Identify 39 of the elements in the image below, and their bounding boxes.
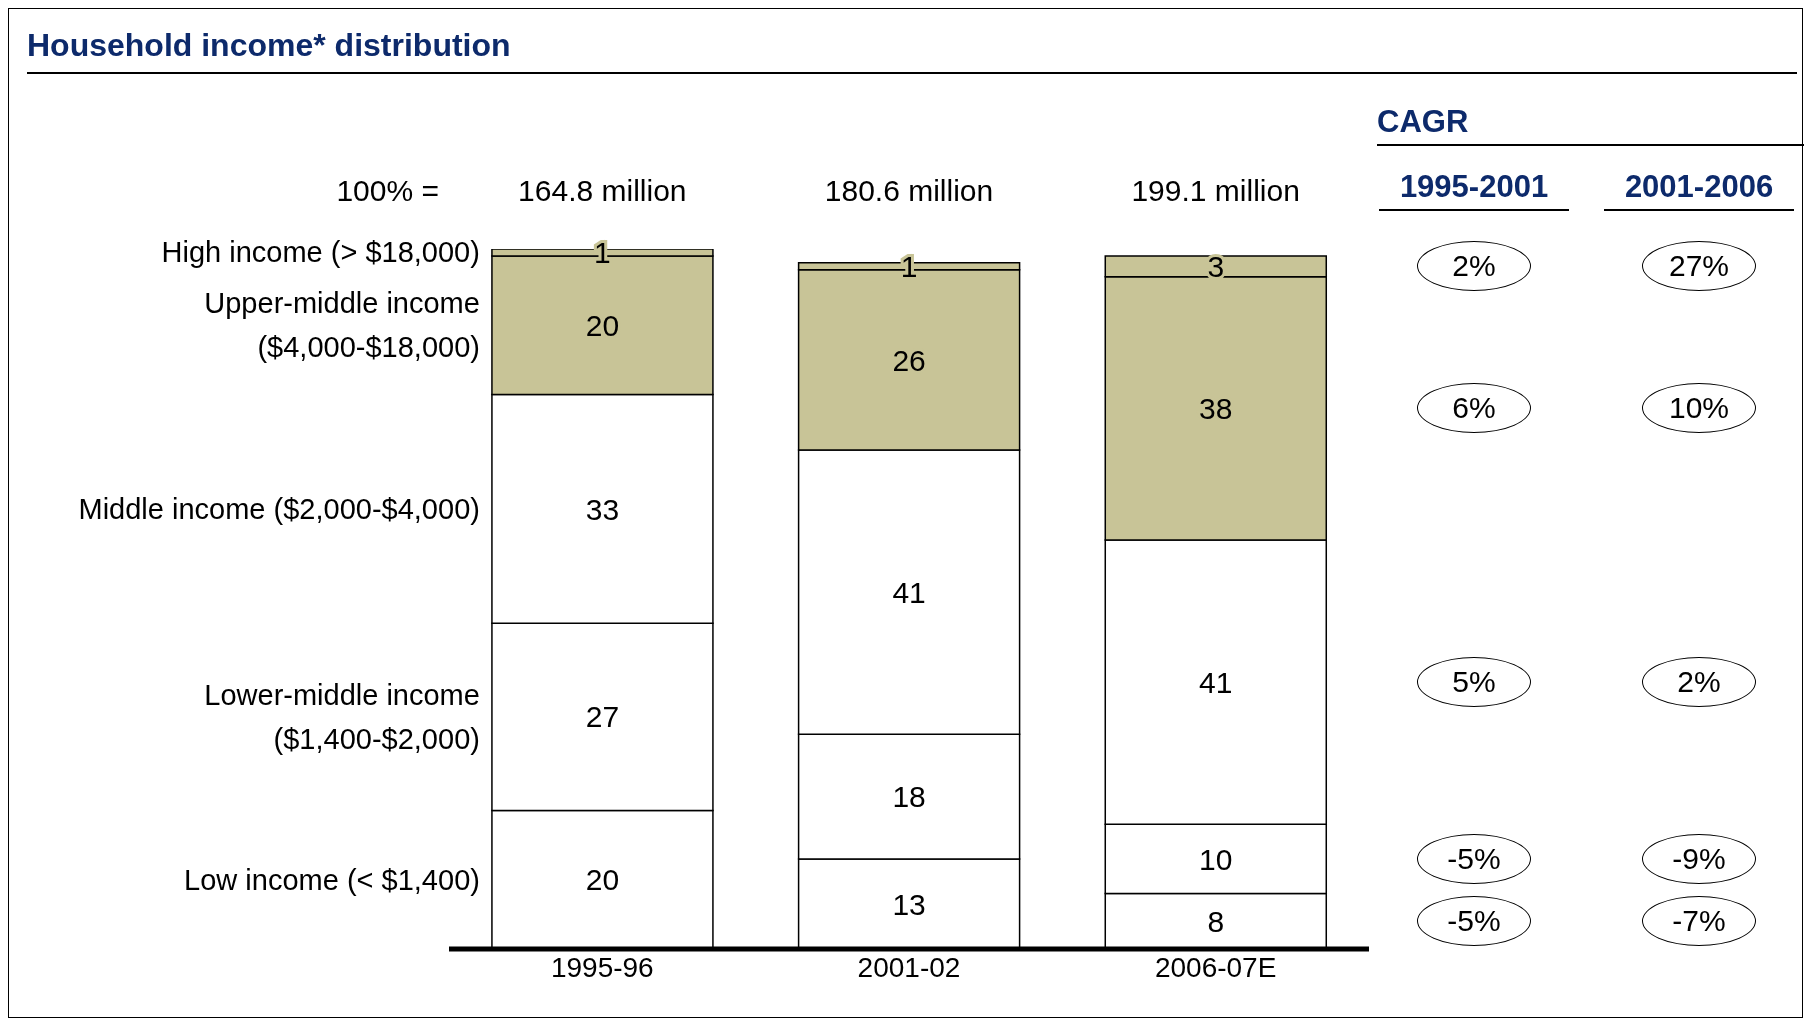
data-label: 27 (585, 700, 620, 734)
text: 6% (1417, 383, 1531, 434)
x-tick-label: 2001-02 (857, 951, 961, 983)
chart-title: Household income* distribution (27, 27, 1797, 74)
text: CAGR (1377, 104, 1804, 146)
text: 2% (1417, 241, 1531, 292)
data-label: 13 (892, 887, 926, 921)
series-label: High income (> $18,000) (160, 235, 480, 271)
data-label: 26 (892, 343, 926, 377)
data-label: 33 (585, 492, 620, 526)
text: -9% (1642, 833, 1756, 884)
data-label: 41 (1199, 665, 1233, 699)
text: 27% (1642, 241, 1756, 292)
text: -5% (1417, 833, 1531, 884)
text: 164.8 million (517, 174, 688, 208)
data-label: 8 (1207, 904, 1225, 938)
text: -5% (1417, 896, 1531, 947)
x-tick-label: 2006-07E (1154, 951, 1277, 983)
data-label: 3 (1207, 249, 1225, 283)
text: 10% (1642, 383, 1756, 434)
text: 2% (1642, 657, 1756, 708)
text: 1995-2001 (1379, 169, 1569, 211)
data-label: 10 (1199, 842, 1233, 876)
text: 2001-2006 (1604, 169, 1794, 211)
data-label: 41 (892, 575, 926, 609)
data-label: 18 (892, 780, 926, 814)
series-label: Middle income ($2,000-$4,000) (77, 491, 480, 527)
text: 180.6 million (823, 174, 995, 208)
series-label: Upper-middle income ($4,000-$18,000) (203, 286, 480, 366)
text: -7% (1642, 896, 1756, 947)
data-label: 38 (1199, 392, 1233, 426)
x-tick-label: 1995-96 (550, 951, 654, 983)
series-label: Low income (< $1,400) (183, 862, 480, 898)
data-label: 20 (585, 863, 620, 897)
data-label: 20 (585, 308, 620, 342)
text: 100% = (335, 174, 439, 208)
text: 5% (1417, 657, 1531, 708)
series-label: Lower-middle income ($1,400-$2,000) (203, 677, 480, 757)
text: 199.1 million (1130, 174, 1301, 208)
